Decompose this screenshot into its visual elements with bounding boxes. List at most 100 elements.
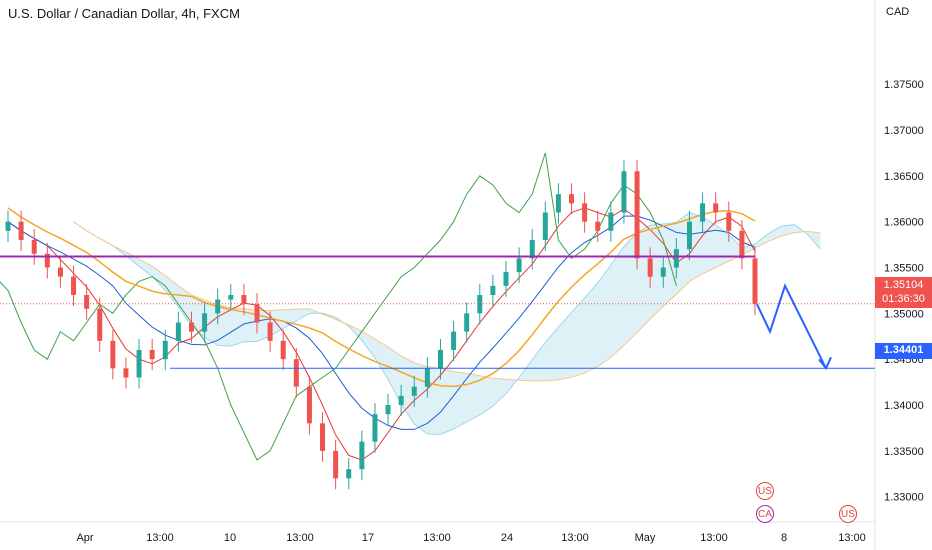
chart-title: U.S. Dollar / Canadian Dollar, 4h, FXCM [8,6,240,21]
countdown-timer: 01:36:30 [882,293,925,305]
target-price-badge: 1.34401 [875,343,932,359]
candle-body [385,405,391,415]
candle-body [346,469,352,479]
candle-body [582,203,588,222]
senkou-b-line [73,221,821,382]
candle-body [57,267,63,277]
candle-body [490,285,496,295]
candle-body [175,322,181,341]
y-tick-label: 1.35500 [884,263,924,275]
candle-body [254,304,260,323]
tenkan-line [7,207,756,461]
candle-body [398,395,404,405]
x-tick-label: 8 [781,532,787,544]
y-tick-label: 1.37000 [884,125,924,137]
candle-body [424,368,430,387]
chikou-line [0,152,677,461]
ichimoku-cloud [73,212,821,435]
candle-body [228,295,234,300]
x-tick-label: 17 [362,532,374,544]
candle-body [529,240,535,259]
x-tick-label: 13:00 [146,532,174,544]
candle-body [411,386,417,396]
candle-body [569,194,575,204]
candle-body [110,340,116,369]
y-tick-label: 1.33500 [884,446,924,458]
x-tick-label: 13:00 [423,532,451,544]
candle-body [700,203,706,222]
us-flag-label-2: US [841,508,855,520]
candle-body [215,299,221,314]
x-tick-label: 13:00 [700,532,728,544]
candle-body [44,253,50,268]
candle-body [464,313,470,332]
candle-body [372,414,378,442]
x-tick-label: Apr [76,532,93,544]
candle-body [686,221,692,250]
currency-label: CAD [886,6,910,18]
us-flag-icon[interactable]: US [756,482,774,500]
x-tick-label: 13:00 [838,532,866,544]
candle-body [437,350,443,369]
cloud-area [73,212,821,435]
annotations [0,255,875,371]
candle-body [516,258,522,273]
candle-body [542,212,548,240]
candle-body [726,212,732,231]
last-price-value: 1.35104 [883,279,924,291]
candle-body [202,313,208,332]
candle-body [162,340,168,360]
y-tick-label: 1.36500 [884,171,924,183]
candle-body [136,350,142,378]
candle-body [555,194,561,213]
candle-body [608,212,614,231]
candle-body [333,450,339,479]
candle-body [306,386,312,424]
x-tick-label: 24 [501,532,513,544]
candle-body [621,171,627,213]
candle-body [188,322,194,332]
us-flag-icon-2[interactable]: US [839,505,857,523]
candle-body [477,295,483,314]
candle-body [123,368,129,378]
candle-body [293,359,299,387]
candle-body [503,272,509,286]
x-tick-label: 13:00 [561,532,589,544]
candle-body [149,350,155,360]
y-tick-label: 1.34000 [884,400,924,412]
candle-body [673,249,679,268]
target-price-value: 1.34401 [883,344,924,356]
y-tick-label: 1.36000 [884,217,924,229]
y-tick-label: 1.35000 [884,308,924,320]
indicator-lines [0,152,821,461]
x-tick-label: May [635,532,656,544]
candle-body [451,331,457,350]
candle-body [739,230,745,259]
candle-body [359,441,365,470]
last-price-badge: 1.35104 01:36:30 [875,277,932,308]
time-axis: Apr 13:00 10 13:00 17 13:00 24 13:00 May 13:00 8 13… [76,532,865,544]
candle-body [595,221,601,231]
candle-body [97,308,103,341]
x-tick-label: 13:00 [286,532,314,544]
price-axis: 1.37500 1.37000 1.36500 1.36000 1.35500 1.350… [884,79,924,503]
forecast-path [756,283,827,369]
us-flag-label: US [758,485,772,497]
candle-body [267,322,273,341]
ca-flag-label: CA [758,508,772,520]
kijun-line [7,215,756,430]
candle-body [752,258,758,305]
candlesticks [5,160,758,490]
orange-line [7,207,756,388]
candle-body [280,340,286,360]
ca-flag-icon[interactable]: CA [756,505,774,523]
x-tick-label: 10 [224,532,236,544]
candle-body [660,267,666,277]
candle-body [320,423,326,451]
y-tick-label: 1.37500 [884,79,924,91]
candle-body [18,221,24,240]
candle-body [84,295,90,309]
candle-body [647,258,653,277]
candle-body [71,276,77,295]
